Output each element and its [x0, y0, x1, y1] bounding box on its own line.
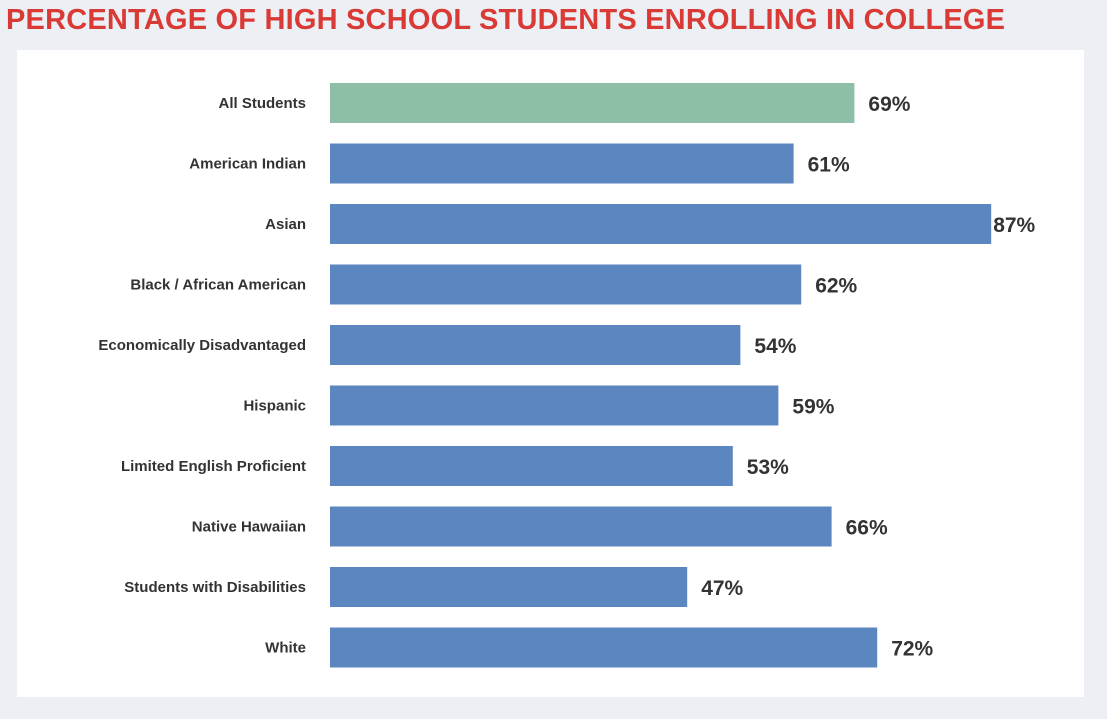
category-label: All Students	[218, 95, 306, 112]
bar	[330, 264, 802, 305]
category-label: American Indian	[189, 156, 306, 173]
bar	[330, 627, 878, 668]
value-label: 53%	[747, 456, 789, 479]
value-label: 69%	[868, 93, 910, 116]
bar-highlight	[330, 83, 855, 123]
chart-title: PERCENTAGE OF HIGH SCHOOL STUDENTS ENROL…	[6, 4, 1006, 36]
bar	[330, 567, 688, 607]
value-label: 66%	[846, 517, 888, 540]
value-label: 54%	[754, 335, 796, 358]
value-label: 87%	[993, 214, 1035, 237]
category-label: Black / African American	[130, 277, 306, 294]
category-label: Asian	[265, 216, 306, 233]
category-label: Students with Disabilities	[124, 579, 306, 596]
category-label: Native Hawaiian	[192, 519, 306, 536]
bar	[330, 385, 779, 426]
bar	[330, 325, 741, 365]
value-label: 59%	[792, 396, 834, 419]
category-label: Limited English Proficient	[121, 458, 306, 475]
bar	[330, 446, 733, 486]
category-label: Economically Disadvantaged	[98, 337, 306, 354]
value-label: 47%	[701, 577, 743, 600]
value-label: 62%	[815, 275, 857, 298]
category-label: Hispanic	[243, 398, 306, 415]
bar	[330, 143, 794, 184]
category-label: White	[265, 640, 306, 657]
bar	[330, 506, 832, 547]
bar	[330, 204, 992, 244]
value-label: 61%	[808, 154, 850, 177]
value-label: 72%	[891, 638, 933, 661]
